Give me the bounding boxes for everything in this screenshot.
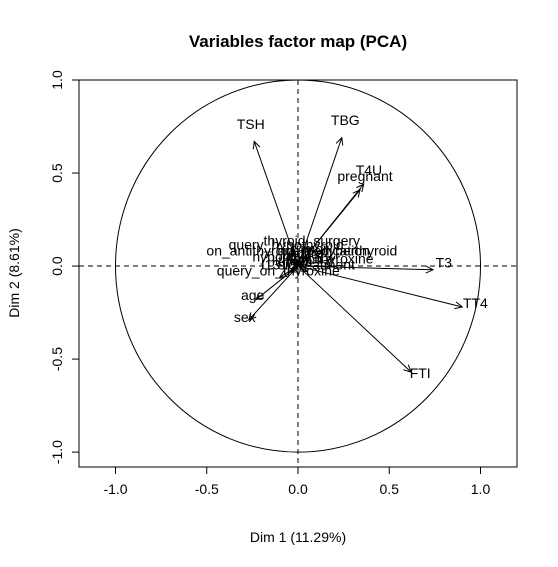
variable-label: T4U <box>356 162 382 178</box>
variable-arrow-query-hyperthyroid <box>297 256 336 267</box>
x-axis-title: Dim 1 (11.29%) <box>250 529 346 545</box>
x-tick-label: 0.0 <box>288 481 308 497</box>
variable-label: hypopituitary <box>252 249 331 265</box>
x-tick-label: -1.0 <box>103 481 127 497</box>
variable-label: TSH <box>237 116 265 132</box>
variable-label: psych <box>286 251 323 267</box>
variable-label: lithium <box>272 253 312 269</box>
y-tick-label: 0.0 <box>49 256 65 276</box>
variable-label: goitre <box>288 245 323 261</box>
variable-label: I131_treatment <box>261 257 355 273</box>
variable-label: query_hypothyroid <box>229 237 344 253</box>
variable-label: on_thyroxine <box>293 251 373 267</box>
variable-label: age <box>241 287 265 303</box>
y-axis-title: Dim 2 (8.61%) <box>6 228 22 317</box>
variable-label: tumor <box>292 241 328 257</box>
y-tick-label: 1.0 <box>49 70 65 90</box>
variable-arrow-age <box>255 265 299 301</box>
variable-label: query_on_thyroxine <box>217 263 340 279</box>
variable-arrow-fti <box>297 265 412 373</box>
variable-arrow-on-antithyroid-medication <box>287 257 299 267</box>
variable-arrow-t3 <box>297 265 435 274</box>
variable-label: FTI <box>410 365 431 381</box>
variable-label: TT4 <box>463 295 488 311</box>
variable-label: query_hyperthyroid <box>277 243 397 259</box>
variable-label: on_antithyroid_medication <box>206 243 369 259</box>
variable-arrow-tbg <box>297 136 344 267</box>
variable-label: thyroid_surgery <box>264 233 361 249</box>
y-tick-label: -0.5 <box>49 347 65 371</box>
variable-label: sex <box>234 309 256 325</box>
x-tick-label: -0.5 <box>195 481 219 497</box>
variable-arrow-tt4 <box>297 265 464 310</box>
variable-arrow-pregnant <box>297 188 361 267</box>
variable-label: T3 <box>436 255 453 271</box>
variable-arrow-goitre <box>297 259 307 267</box>
x-tick-label: 0.5 <box>380 481 400 497</box>
x-tick-label: 1.0 <box>471 481 491 497</box>
y-tick-label: 0.5 <box>49 163 65 183</box>
variable-arrow-sex <box>247 265 299 321</box>
y-tick-label: -1.0 <box>49 440 65 464</box>
variable-label: pregnant <box>337 168 392 184</box>
chart-title: Variables factor map (PCA) <box>189 32 407 51</box>
variable-arrow-tsh <box>252 140 299 267</box>
variable-label: sick <box>278 257 303 273</box>
variable-label: TBG <box>331 112 360 128</box>
